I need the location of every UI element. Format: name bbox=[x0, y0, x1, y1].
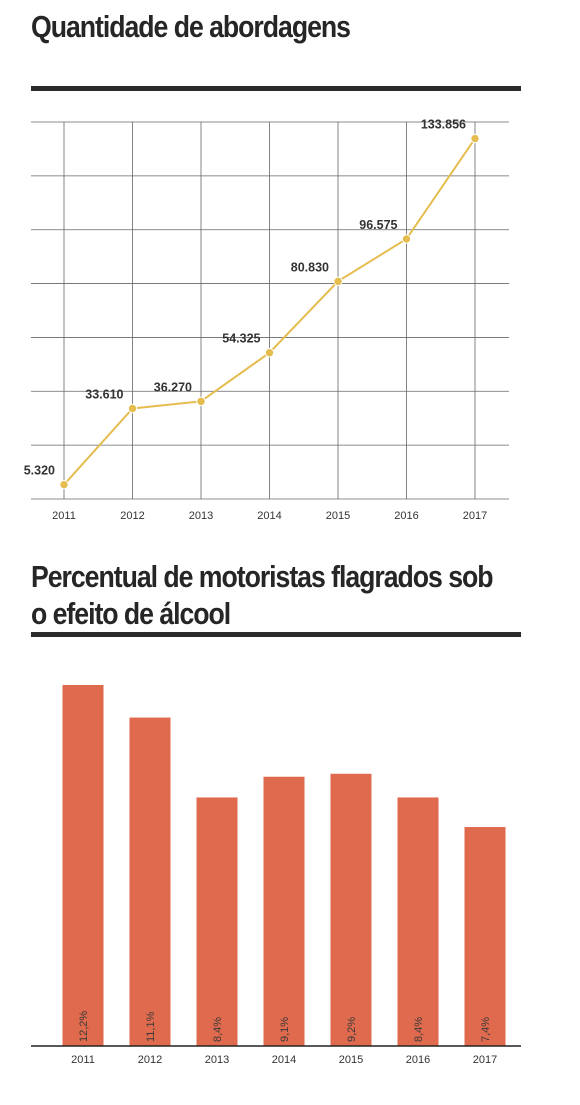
bar-chart-title: Percentual de motoristas flagrados sob o… bbox=[31, 559, 494, 631]
x-tick-label: 2011 bbox=[71, 1054, 95, 1066]
x-tick-label: 2015 bbox=[339, 1054, 363, 1066]
x-tick-label: 2012 bbox=[120, 510, 144, 522]
title-rule bbox=[31, 86, 521, 91]
x-tick-label: 2016 bbox=[394, 510, 418, 522]
x-tick-label: 2016 bbox=[406, 1054, 430, 1066]
bar bbox=[62, 685, 104, 1046]
data-point bbox=[127, 403, 138, 414]
data-point bbox=[401, 234, 412, 244]
bar-value-label: 9,2% bbox=[346, 1017, 358, 1042]
x-tick-label: 2013 bbox=[205, 1054, 229, 1066]
line-chart-title: Quantidade de abordagens bbox=[31, 9, 351, 44]
line-chart: 5.320 33.610 36.270 54.325 80.830 96.575 133.8… bbox=[24, 118, 509, 522]
data-label: 36.270 bbox=[154, 380, 192, 394]
bar-value-label: 8,4% bbox=[413, 1017, 425, 1042]
bar bbox=[330, 773, 372, 1046]
title-rule bbox=[31, 632, 521, 637]
bar-value-label: 11,1% bbox=[145, 1011, 157, 1042]
bar bbox=[129, 717, 171, 1046]
x-tick-label: 2011 bbox=[52, 510, 76, 522]
data-point bbox=[196, 396, 206, 407]
bar-value-label: 7,4% bbox=[480, 1017, 492, 1042]
bar-value-label: 12,2% bbox=[78, 1011, 90, 1042]
data-label: 80.830 bbox=[291, 260, 329, 274]
bar-value-label: 8,4% bbox=[212, 1017, 224, 1042]
data-label: 33.610 bbox=[85, 387, 123, 401]
bar bbox=[464, 827, 506, 1046]
data-label: 5.320 bbox=[24, 464, 55, 478]
data-point bbox=[470, 133, 480, 144]
data-label: 96.575 bbox=[359, 218, 397, 232]
bar bbox=[397, 797, 439, 1046]
data-point bbox=[264, 348, 275, 358]
data-point bbox=[59, 479, 69, 490]
x-tick-label: 2012 bbox=[138, 1054, 162, 1066]
data-label: 54.325 bbox=[222, 332, 260, 346]
x-tick-label: 2014 bbox=[257, 510, 281, 522]
bar-value-label: 9,1% bbox=[279, 1017, 291, 1042]
bar bbox=[263, 776, 305, 1046]
line-chart-grid bbox=[31, 121, 509, 500]
data-point bbox=[333, 276, 343, 287]
bar-chart: 12,2% 2011 11,1% 2012 8,4% 2013 9,1% 2014 9,2% 20… bbox=[31, 685, 521, 1066]
x-tick-label: 2017 bbox=[473, 1054, 497, 1066]
x-tick-label: 2017 bbox=[463, 510, 487, 522]
x-tick-label: 2013 bbox=[189, 510, 213, 522]
x-tick-label: 2014 bbox=[272, 1054, 296, 1066]
data-label: 133.856 bbox=[421, 118, 466, 132]
bar bbox=[196, 797, 238, 1046]
x-tick-label: 2015 bbox=[326, 510, 350, 522]
